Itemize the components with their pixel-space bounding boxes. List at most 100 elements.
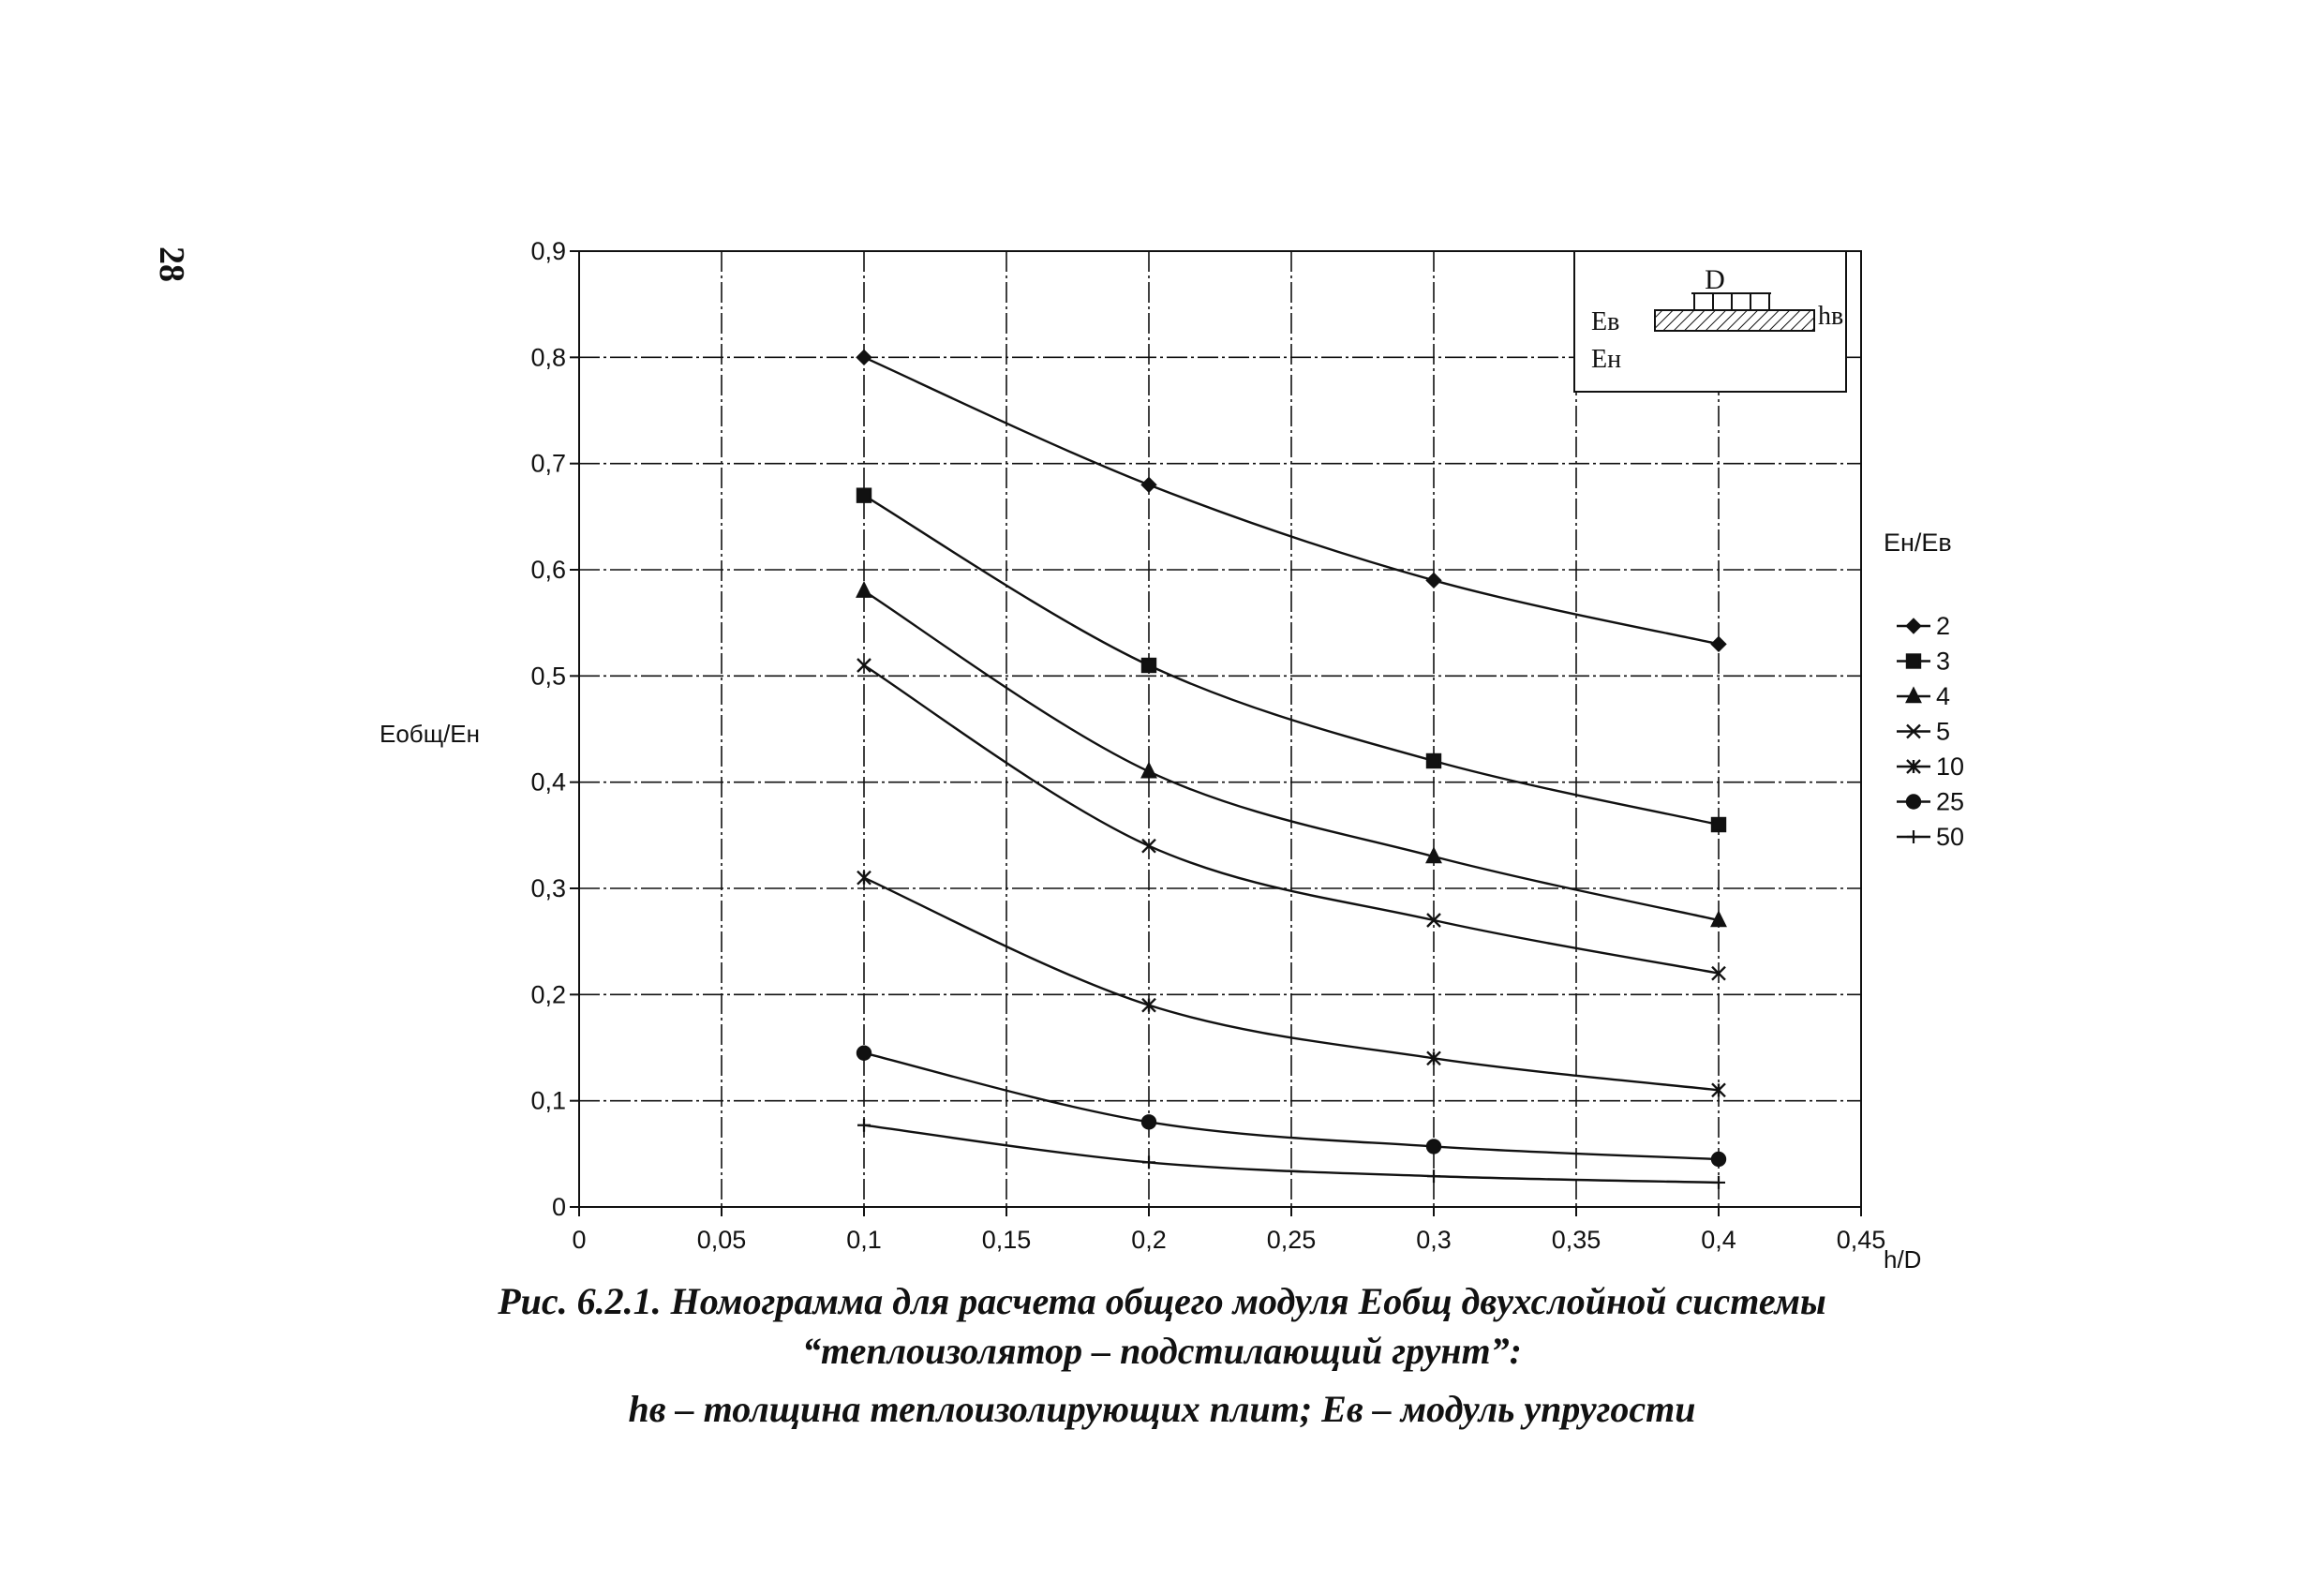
series-4 bbox=[856, 580, 1727, 928]
series-marker bbox=[1905, 618, 1922, 634]
legend-label: 5 bbox=[1936, 718, 1950, 746]
series-line bbox=[863, 876, 1720, 1092]
series-marker bbox=[1142, 1155, 1155, 1169]
series-marker bbox=[857, 658, 872, 673]
inset-layer-hatched bbox=[1654, 309, 1815, 332]
y-tick-label: 0,9 bbox=[530, 237, 566, 265]
series-50 bbox=[857, 1118, 1725, 1189]
series-10 bbox=[857, 870, 1726, 1098]
y-axis-label: Еобщ/Ен bbox=[380, 720, 480, 748]
series-marker bbox=[1427, 1169, 1440, 1184]
series-marker bbox=[1140, 1114, 1157, 1130]
x-tick-label: 0,05 bbox=[697, 1226, 747, 1254]
grid-layer bbox=[578, 250, 1862, 1208]
series-marker bbox=[1712, 1175, 1725, 1189]
plot-frame bbox=[578, 250, 1862, 1208]
inset-d-label: D bbox=[1705, 264, 1725, 295]
series-marker bbox=[1710, 1151, 1727, 1168]
series-marker bbox=[1710, 910, 1727, 928]
legend-entry-2: 2 bbox=[1897, 612, 1950, 640]
nomogram-chart: 0 0,1 0,2 0,3 0,4 0,5 0,6 0,7 0,8 0,9 0 0,05 0,1 0,15… bbox=[380, 237, 1964, 1274]
legend-label: 50 bbox=[1936, 823, 1964, 851]
x-tick-label: 0,3 bbox=[1416, 1226, 1452, 1254]
y-tick-label: 0,8 bbox=[530, 343, 566, 371]
series-marker bbox=[1906, 759, 1921, 774]
series-25 bbox=[856, 1045, 1727, 1168]
legend-label: 2 bbox=[1936, 612, 1950, 640]
legend-entry-10: 10 bbox=[1897, 752, 1964, 781]
series-marker bbox=[1140, 476, 1157, 494]
y-tick-label: 0,6 bbox=[530, 556, 566, 584]
series-5 bbox=[857, 658, 1726, 981]
series-marker bbox=[1426, 1050, 1441, 1066]
y-tick-label: 0,1 bbox=[530, 1087, 566, 1115]
series-marker bbox=[1425, 1139, 1442, 1155]
legend-entry-5: 5 bbox=[1897, 718, 1950, 746]
y-tick-label: 0,4 bbox=[530, 768, 566, 797]
series-marker bbox=[1710, 635, 1727, 653]
series-marker bbox=[1710, 816, 1727, 833]
figure-caption-line-3: hв – толщина теплоизолирующих плит; Ев –… bbox=[628, 1388, 1696, 1430]
series-line bbox=[863, 494, 1720, 827]
axis-layer: 0 0,1 0,2 0,3 0,4 0,5 0,6 0,7 0,8 0,9 0 0,05 0,1 0,15… bbox=[530, 237, 1885, 1254]
x-tick-label: 0 bbox=[572, 1226, 586, 1254]
y-tick-label: 0,5 bbox=[530, 662, 566, 690]
series-marker bbox=[857, 870, 872, 886]
series-marker bbox=[1711, 965, 1726, 981]
x-tick-label: 0,1 bbox=[846, 1226, 882, 1254]
y-tick-label: 0,2 bbox=[530, 980, 566, 1008]
inset-e-upper: Eв bbox=[1591, 307, 1619, 336]
y-tick-label: 0,7 bbox=[530, 450, 566, 478]
legend-entry-25: 25 bbox=[1897, 788, 1964, 816]
series-line bbox=[863, 1051, 1720, 1161]
y-tick-label: 0,3 bbox=[530, 874, 566, 902]
series-2 bbox=[856, 349, 1727, 653]
legend-entry-3: 3 bbox=[1897, 648, 1950, 676]
inset-diagram: D Eв Eн hв bbox=[1573, 250, 1847, 393]
series-marker bbox=[1906, 723, 1921, 739]
legend: 2 3 4 5 10 25 50 bbox=[1897, 612, 1964, 851]
legend-entry-50: 50 bbox=[1897, 823, 1964, 851]
series-line bbox=[863, 1124, 1720, 1184]
inset-e-lower: Eн bbox=[1591, 345, 1621, 374]
series-3 bbox=[856, 487, 1727, 833]
series-line bbox=[863, 663, 1720, 975]
series-marker bbox=[1907, 830, 1920, 843]
figure-caption-line-2: “теплоизолятор – подстилающий грунт”: bbox=[801, 1330, 1522, 1372]
series-marker bbox=[1140, 761, 1157, 779]
series-marker bbox=[1905, 794, 1922, 810]
series-marker bbox=[1141, 997, 1156, 1013]
x-tick-label: 0,25 bbox=[1267, 1226, 1317, 1254]
legend-label: 4 bbox=[1936, 682, 1950, 710]
legend-label: 3 bbox=[1936, 648, 1950, 676]
x-tick-label: 0,35 bbox=[1552, 1226, 1601, 1254]
legend-label: 25 bbox=[1936, 788, 1964, 816]
series-marker bbox=[1711, 1082, 1726, 1098]
series-marker bbox=[1426, 913, 1441, 928]
series-marker bbox=[856, 349, 872, 366]
y-tick-label: 0 bbox=[552, 1193, 566, 1221]
legend-label: 10 bbox=[1936, 752, 1964, 781]
inset-h-label: hв bbox=[1818, 302, 1843, 331]
series-marker bbox=[856, 1045, 872, 1061]
x-axis-label: h/D bbox=[1884, 1245, 1921, 1274]
x-tick-label: 0,2 bbox=[1131, 1226, 1167, 1254]
series-line bbox=[863, 356, 1720, 646]
series-marker bbox=[1425, 846, 1442, 864]
series-marker bbox=[856, 580, 872, 598]
series-marker bbox=[856, 487, 872, 503]
series-line bbox=[863, 589, 1720, 922]
series-marker bbox=[1425, 572, 1442, 589]
legend-title: Ен/Ев bbox=[1884, 529, 1952, 557]
series-marker bbox=[1140, 657, 1157, 674]
series-marker bbox=[1425, 752, 1442, 769]
x-tick-label: 0,4 bbox=[1701, 1226, 1736, 1254]
legend-entry-4: 4 bbox=[1897, 682, 1950, 710]
series-marker bbox=[1905, 653, 1922, 669]
figure-caption-line-1: Рис. 6.2.1. Номограмма для расчета общег… bbox=[498, 1280, 1826, 1322]
x-tick-label: 0,45 bbox=[1837, 1226, 1886, 1254]
series-marker bbox=[1141, 838, 1156, 854]
series-marker bbox=[857, 1118, 871, 1132]
x-tick-label: 0,15 bbox=[982, 1226, 1032, 1254]
series-marker bbox=[1905, 686, 1922, 704]
